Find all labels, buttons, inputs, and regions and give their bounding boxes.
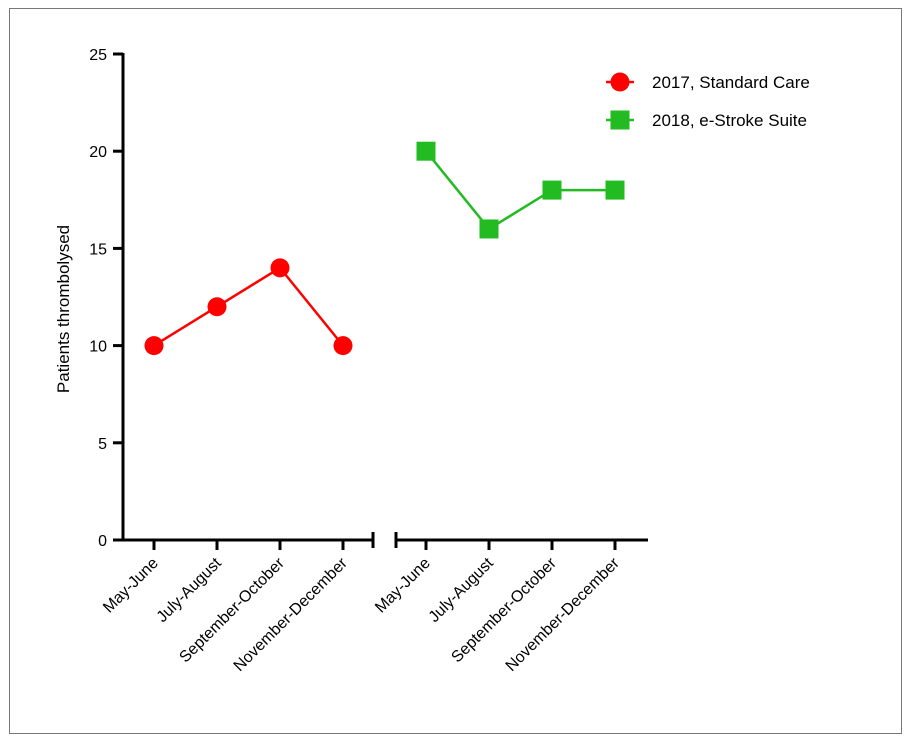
x-tick-label: September-October xyxy=(448,554,560,666)
y-tick-label: 10 xyxy=(89,339,107,356)
y-tick-label: 15 xyxy=(89,241,107,258)
legend-label: 2017, Standard Care xyxy=(652,73,810,92)
legend-marker xyxy=(610,110,630,130)
data-point xyxy=(416,141,436,161)
legend: 2017, Standard Care 2018, e-Stroke Suite xyxy=(606,72,810,130)
data-point xyxy=(542,180,562,200)
x-tick-label: September-October xyxy=(176,554,288,666)
y-tick-label: 5 xyxy=(98,436,107,453)
data-point xyxy=(144,336,164,356)
data-point xyxy=(270,258,290,278)
data-point xyxy=(333,336,353,356)
y-tick-label: 20 xyxy=(89,144,107,161)
legend-label: 2018, e-Stroke Suite xyxy=(652,111,807,130)
data-point xyxy=(207,297,227,317)
x-tick-label: May-June xyxy=(372,555,434,617)
legend-marker xyxy=(610,72,630,92)
x-tick-label: November-December xyxy=(503,554,624,675)
y-tick-label: 0 xyxy=(98,533,107,550)
x-tick-label: November-December xyxy=(231,554,352,675)
y-axis-title: Patients thrombolysed xyxy=(54,225,73,393)
series-line xyxy=(153,266,344,347)
data-point xyxy=(479,219,499,239)
figure-frame xyxy=(9,8,902,734)
x-tick-label: May-June xyxy=(100,555,162,617)
y-tick-label: 25 xyxy=(89,47,107,64)
data-point xyxy=(605,180,625,200)
series-line xyxy=(425,150,615,231)
series-layer xyxy=(144,141,625,356)
